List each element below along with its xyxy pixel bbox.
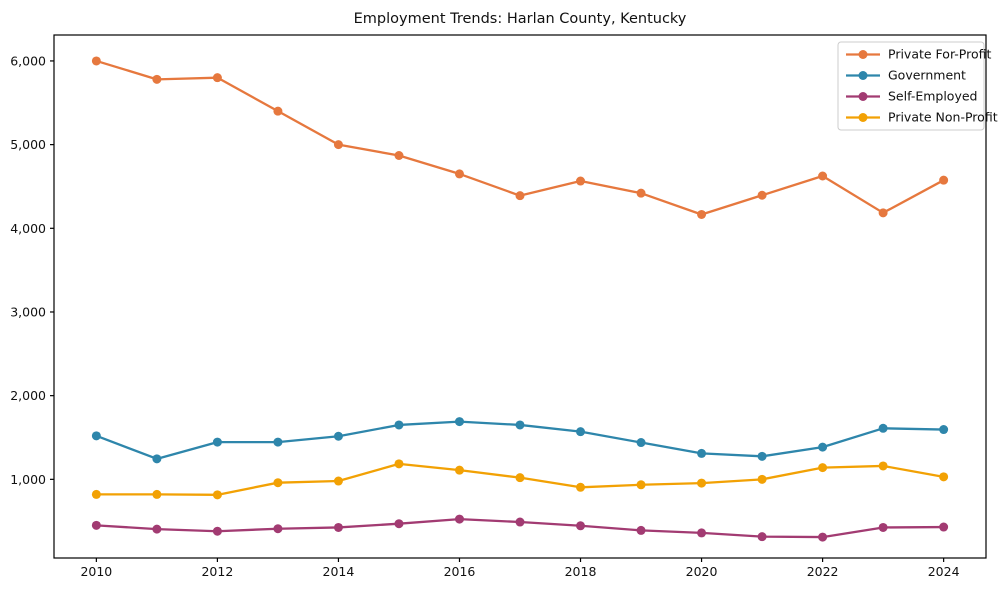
legend-marker [858,50,868,59]
data-point-marker [273,437,283,447]
data-point-marker [394,150,404,160]
data-point-marker [878,522,888,532]
data-point-marker [515,473,525,483]
legend-marker [858,113,868,122]
x-tick-label: 2020 [686,564,718,579]
data-point-marker [212,490,222,500]
data-point-marker [91,56,101,66]
series-self-employed [91,514,949,542]
legend-marker [858,71,868,80]
data-point-marker [757,532,767,542]
data-point-marker [576,482,586,492]
data-point-marker [636,525,646,535]
data-point-marker [636,480,646,490]
x-tick-label: 2018 [565,564,597,579]
data-point-marker [394,420,404,430]
data-point-marker [878,461,888,471]
data-point-marker [636,438,646,448]
data-point-marker [697,209,707,219]
data-point-marker [939,175,949,185]
data-point-marker [212,526,222,536]
data-point-marker [394,519,404,529]
legend-box [837,41,985,131]
legend-label: Government [888,68,966,83]
data-point-marker [152,74,162,84]
data-point-marker [878,208,888,218]
data-point-marker [818,463,828,473]
data-point-marker [939,425,949,435]
data-point-marker [515,420,525,430]
data-point-marker [91,489,101,499]
data-point-marker [333,476,343,486]
data-point-marker [273,478,283,488]
data-point-marker [818,171,828,181]
y-tick-label: 6,000 [10,53,46,68]
x-tick-label: 2014 [323,564,355,579]
data-point-marker [818,532,828,542]
data-point-marker [273,106,283,116]
chart-title: Employment Trends: Harlan County, Kentuc… [353,11,687,27]
data-point-marker [212,73,222,83]
data-point-marker [576,427,586,437]
data-point-marker [878,423,888,433]
legend-item: Private For-Profit [846,47,991,62]
data-point-marker [91,431,101,441]
legend-item: Private Non-Profit [846,110,998,125]
data-point-marker [576,176,586,186]
series-private-for-profit [91,56,949,219]
x-tick-label: 2024 [928,564,960,579]
legend-marker [858,92,868,101]
data-point-marker [636,188,646,198]
data-point-marker [333,140,343,150]
data-point-marker [454,417,464,427]
data-point-marker [333,431,343,441]
data-point-marker [939,472,949,482]
legend: Private For-Profit Government Self-Employe… [837,41,998,131]
data-point-marker [91,520,101,530]
data-point-marker [454,465,464,475]
data-point-marker [757,474,767,484]
y-tick-label: 3,000 [10,304,46,319]
data-point-marker [152,454,162,464]
legend-item: Self-Employed [846,89,977,104]
data-point-marker [454,169,464,179]
data-point-marker [515,191,525,201]
legend-label: Private Non-Profit [888,110,998,125]
legend-label: Self-Employed [888,89,977,104]
data-point-marker [273,524,283,534]
x-tick-label: 2010 [80,564,112,579]
x-tick-label: 2012 [201,564,233,579]
data-point-marker [818,442,828,452]
data-point-marker [454,514,464,524]
data-point-marker [212,437,222,447]
y-tick-label: 5,000 [10,137,46,152]
plot-area [53,34,987,559]
legend-item: Government [846,68,966,83]
data-point-marker [939,522,949,532]
data-point-marker [333,522,343,532]
data-point-marker [515,517,525,527]
data-point-marker [697,448,707,458]
data-point-marker [757,190,767,200]
y-tick-label: 2,000 [10,388,46,403]
series-private-non-profit [91,459,949,500]
data-point-marker [697,528,707,538]
y-tick-label: 1,000 [10,472,46,487]
series-government [91,417,949,464]
data-point-marker [394,459,404,469]
y-tick-label: 4,000 [10,221,46,236]
x-tick-label: 2016 [444,564,476,579]
data-point-marker [576,521,586,531]
legend-label: Private For-Profit [888,47,991,62]
data-point-marker [757,451,767,461]
data-point-marker [152,489,162,499]
x-tick-label: 2022 [807,564,839,579]
data-point-marker [697,478,707,488]
data-point-marker [152,524,162,534]
